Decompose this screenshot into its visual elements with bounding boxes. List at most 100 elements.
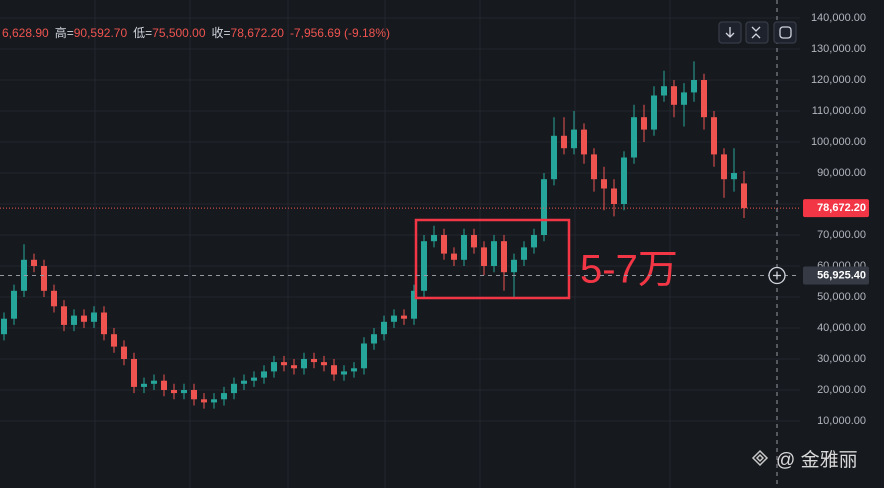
ohlc-value: 75,500.00 (152, 26, 206, 40)
candle-body (481, 247, 487, 266)
candle-body (161, 380, 167, 390)
candle-body (391, 315, 397, 322)
candle-body (211, 399, 217, 403)
candle-body (681, 92, 687, 105)
candle-body (411, 290, 417, 319)
ohlc-header: 6,628.90 高=90,592.70 低=75,500.00 收=78,672.2… (2, 25, 390, 40)
candle-body (371, 334, 377, 344)
candle-body (431, 234, 437, 242)
candle-body (91, 312, 97, 322)
candle-body (551, 135, 557, 180)
candle-body (151, 380, 157, 384)
candle-body (661, 86, 667, 96)
candle-body (201, 399, 207, 403)
candle-body (441, 234, 447, 254)
candle-body (331, 365, 337, 375)
toolbar[interactable] (718, 21, 797, 44)
candle-body (561, 135, 567, 149)
candle-body (291, 365, 297, 369)
candle-body (181, 389, 187, 394)
candle-body (101, 312, 107, 335)
watermark-text: @ 金雅丽 (776, 449, 858, 471)
candle-body (611, 188, 617, 204)
icon-down (725, 27, 735, 38)
y-tick-label: 90,000.00 (817, 167, 866, 179)
y-tick-label: 100,000.00 (811, 136, 866, 148)
candle-body (631, 117, 637, 158)
candle-body (401, 315, 407, 319)
candle-body (141, 383, 147, 387)
candle-body (221, 393, 227, 400)
candle-body (171, 389, 177, 394)
candle-body (281, 362, 287, 366)
ohlc-value: -7,956.69 (-9.18%) (290, 26, 390, 40)
y-tick-label: 10,000.00 (817, 415, 866, 427)
ohlc-label: 收= (212, 26, 231, 40)
candle-body (691, 79, 697, 93)
ohlc-label: 高= (55, 25, 74, 40)
candle-body (1, 318, 7, 335)
candle-body (711, 117, 717, 155)
y-tick-label: 40,000.00 (817, 322, 866, 334)
y-tick-label: 110,000.00 (812, 105, 866, 117)
vertical-grid (94, 0, 671, 488)
candle-body (301, 358, 307, 369)
candle-body (461, 234, 467, 260)
candle-body (491, 241, 497, 266)
candle-body (381, 321, 387, 335)
candle-body (721, 154, 727, 180)
candle-body (641, 117, 647, 130)
candle-body (51, 290, 57, 307)
watermark-logo (751, 449, 769, 467)
y-tick-label: 130,000.00 (811, 43, 866, 55)
watermark: @ 金雅丽 (751, 449, 858, 471)
y-tick-label: 30,000.00 (817, 353, 866, 365)
y-tick-label: 20,000.00 (817, 384, 866, 396)
candle-body (121, 346, 127, 359)
candle-body (741, 183, 747, 209)
candle-body (231, 383, 237, 394)
candle-body (451, 253, 457, 260)
candle-body (341, 371, 347, 375)
candle-body (351, 368, 357, 372)
candle-body (191, 389, 197, 400)
y-tick-label: 120,000.00 (811, 74, 866, 86)
candle-body (581, 129, 587, 155)
candle-body (241, 380, 247, 384)
candle-body (541, 179, 547, 235)
candle-body (81, 315, 87, 322)
crosshair-plus-icon (773, 271, 781, 280)
candle-body (131, 358, 137, 387)
ohlc-value: 78,672.20 (231, 26, 285, 40)
candle-body (731, 172, 737, 180)
button-collapse[interactable] (745, 21, 769, 44)
candle-body (71, 315, 77, 325)
y-tick-label: 70,000.00 (817, 229, 866, 241)
candle-body (621, 157, 627, 204)
candle-body (521, 247, 527, 260)
candle-body (251, 377, 257, 381)
icon-collapse (751, 26, 761, 39)
annotation-text: 5-7万 (580, 248, 678, 292)
candle-body (311, 358, 317, 363)
candle-body (31, 259, 37, 266)
candle-body (11, 290, 17, 319)
candle-body (261, 371, 267, 378)
candle-body (361, 343, 367, 369)
candle-body (651, 95, 657, 130)
candle-body (41, 265, 47, 291)
candle-body (61, 306, 67, 325)
button-fullscreen[interactable] (773, 21, 797, 44)
candle-body (321, 362, 327, 366)
candle-body (111, 334, 117, 347)
ohlc-value: 90,592.70 (74, 26, 128, 40)
crosshair-price-tag (803, 266, 869, 285)
candle-body (421, 241, 427, 291)
candle-body (591, 154, 597, 180)
icon-fullscreen (779, 26, 792, 39)
candle-body (671, 86, 677, 105)
candle-body (571, 129, 577, 149)
y-tick-label: 140,000.00 (811, 12, 866, 24)
candle-body (271, 362, 277, 372)
